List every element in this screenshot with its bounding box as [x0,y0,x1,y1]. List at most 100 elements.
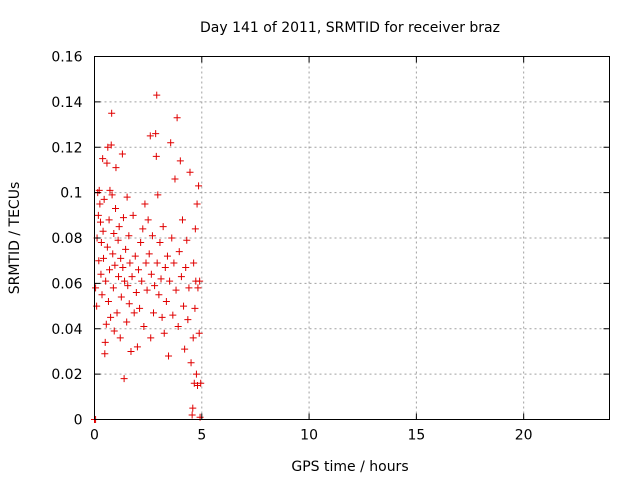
data-point [100,195,108,203]
data-point [141,200,149,208]
data-point [185,284,193,292]
data-point [159,223,167,231]
data-point [139,225,147,233]
data-point [150,309,158,317]
x-tick-label: 10 [300,428,318,444]
data-point [147,334,155,342]
y-tick-label: 0.14 [51,95,82,111]
data-point [97,239,105,247]
data-point [192,370,200,378]
data-points [91,91,205,423]
x-tick-label: 5 [197,428,206,444]
data-point [110,229,118,237]
data-point [102,320,110,328]
y-tick-label: 0.1 [60,186,82,202]
data-point [112,205,120,213]
data-point [167,139,175,147]
data-point [128,273,136,281]
data-point [92,284,100,292]
data-point [191,304,199,312]
data-point [196,277,204,285]
data-point [153,91,161,99]
data-point [180,302,188,310]
axis-ticks: 0 5 10 15 20 0 0.02 0.04 0.06 0.08 0.1 0.12 0.14 0.16 [51,50,610,444]
y-tick-label: 0 [74,413,83,429]
data-point [175,248,183,256]
data-point [112,164,120,172]
data-point [154,191,162,199]
data-point [163,252,171,260]
data-point [115,273,123,281]
y-tick-label: 0.08 [51,231,82,247]
data-point [125,232,133,240]
data-point [177,273,185,281]
data-point [99,155,107,163]
data-point [158,313,166,321]
data-point [148,232,156,240]
y-tick-label: 0.06 [51,276,82,292]
data-point [116,334,124,342]
y-tick-label: 0.02 [51,367,82,383]
data-point [122,245,130,253]
data-point [195,182,203,190]
data-point [168,234,176,242]
data-point [115,223,123,231]
data-point [147,270,155,278]
data-point [129,211,137,219]
data-point [127,347,135,355]
x-tick-label: 15 [407,428,425,444]
data-point [117,254,125,262]
data-point [133,343,141,351]
y-tick-label: 0.16 [51,50,82,66]
data-point [114,236,122,244]
data-point [184,316,192,324]
x-axis-label: GPS time / hours [291,459,408,475]
data-point [142,259,150,267]
data-point [162,298,170,306]
y-tick-label: 0.04 [51,322,82,338]
data-point [119,263,127,271]
data-point [186,168,194,176]
data-point [107,313,115,321]
data-point [123,318,131,326]
data-point [187,359,195,367]
data-point [117,293,125,301]
data-point [138,277,146,285]
data-point [190,259,198,267]
data-point [195,329,203,337]
data-point [181,345,189,353]
data-point [131,252,139,260]
data-point [188,411,196,419]
data-point [98,291,106,299]
data-point [101,338,109,346]
data-point [140,322,148,330]
data-point [137,239,145,247]
data-point [183,236,191,244]
data-point [123,193,131,201]
data-point [189,334,197,342]
data-point [97,270,105,278]
data-point [176,157,184,165]
data-point [97,218,105,226]
data-point [124,282,132,290]
data-point [119,214,127,222]
data-point [113,309,121,317]
data-point [143,286,151,294]
data-point [118,150,126,158]
data-point [103,159,111,167]
y-axis-label: SRMTID / TECUs [7,182,23,295]
x-tick-label: 20 [515,428,533,444]
data-point [165,352,173,360]
data-point [109,284,117,292]
data-point [100,254,108,262]
data-point [134,266,142,274]
data-point [146,132,154,140]
data-point [120,375,128,383]
data-point [106,186,114,194]
x-tick-label: 0 [90,428,99,444]
data-point [107,141,115,149]
data-point [155,291,163,299]
data-point [126,259,134,267]
data-point [94,211,102,219]
